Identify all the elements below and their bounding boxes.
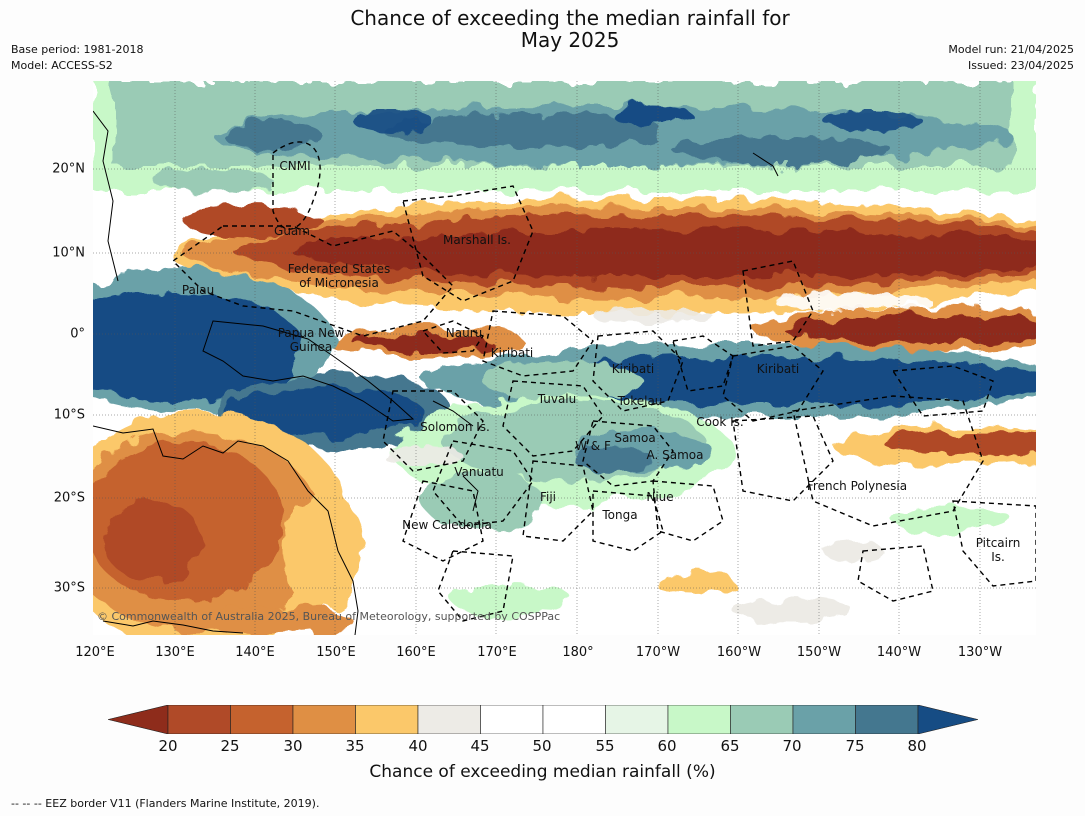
eez-legend-note: -- -- -- EEZ border V11 (Flanders Marine…: [11, 797, 320, 810]
region-label-tuvalu: Tuvalu: [537, 392, 577, 406]
copyright-notice: © Commonwealth of Australia 2025, Bureau…: [97, 610, 561, 623]
png-line-2: Guinea: [289, 340, 333, 354]
colorbar-label: Chance of exceeding median rainfall (%): [369, 762, 716, 782]
region-label-fsm: Federated States of Micronesia: [288, 262, 390, 290]
colorbar-segment: [605, 705, 669, 734]
lon-label: 160°E: [396, 645, 436, 660]
region-label-marshall-islands: Marshall Is.: [443, 233, 511, 247]
colorbar-tick: 65: [720, 737, 740, 755]
rainfall-map: CNMI Guam Marshall Is. Federated States …: [93, 81, 1036, 635]
pitcairn-line-2: Is.: [991, 550, 1005, 564]
colorbar-segment: [480, 705, 544, 734]
region-label-tonga: Tonga: [602, 508, 638, 522]
colorbar-tick: 45: [470, 737, 490, 755]
colorbar-extend-low: [108, 705, 169, 734]
pitcairn-line-1: Pitcairn: [975, 536, 1021, 550]
lon-label: 160°W: [716, 645, 762, 660]
lon-label: 150°E: [316, 645, 356, 660]
lon-label: 180°: [562, 645, 594, 660]
map-title: Chance of exceeding the median rainfall …: [0, 7, 1085, 51]
colorbar-tick: 25: [220, 737, 240, 755]
lat-label: 0°: [70, 326, 85, 342]
colorbar-extend-high: [917, 705, 978, 734]
region-label-american-samoa: A. Samoa: [646, 448, 704, 462]
region-label-guam: Guam: [274, 224, 310, 238]
region-label-solomon-islands: Solomon Is.: [420, 420, 490, 434]
colorbar-segment: [855, 705, 919, 734]
lon-label: 130°W: [957, 645, 1003, 660]
colorbar-tick: 40: [408, 737, 428, 755]
lon-label: 140°E: [235, 645, 275, 660]
region-label-vanuatu: Vanuatu: [454, 465, 504, 479]
region-label-french-polynesia: French Polynesia: [806, 479, 908, 493]
lon-label: 120°E: [75, 645, 115, 660]
region-label-wallis-futuna: W & F: [575, 439, 611, 453]
metadata-right: Model run: 21/04/2025 Issued: 23/04/2025: [948, 42, 1074, 74]
png-line-1: Papua New: [277, 326, 345, 340]
region-label-niue: Niue: [646, 490, 674, 504]
colorbar-tick: 80: [907, 737, 927, 755]
colorbar-tick: 55: [595, 737, 615, 755]
region-label-papua-new-guinea: Papua New Guinea: [278, 326, 345, 354]
colorbar-tick: 35: [345, 737, 365, 755]
issued-date: Issued: 23/04/2025: [967, 59, 1074, 72]
region-label-palau: Palau: [181, 283, 215, 297]
colorbar-segment: [542, 705, 606, 734]
lon-label: 170°W: [635, 645, 681, 660]
region-label-pitcairn: Pitcairn Is.: [976, 536, 1021, 564]
model-name: Model: ACCESS-S2: [11, 59, 113, 72]
colorbar-segment: [792, 705, 856, 734]
colorbar-tick: 75: [845, 737, 865, 755]
region-label-new-caledonia: New Caledonia: [402, 518, 492, 532]
fsm-line-2: of Micronesia: [299, 276, 379, 290]
fsm-line-1: Federated States: [287, 262, 391, 276]
region-label-samoa: Samoa: [614, 431, 656, 445]
colorbar-tick: 50: [532, 737, 552, 755]
region-label-kiribati-east: Kiribati: [756, 362, 800, 376]
lon-label: 130°E: [155, 645, 195, 660]
region-label-cook-islands: Cook Is.: [696, 415, 744, 429]
lon-label: 170°E: [477, 645, 517, 660]
model-run: Model run: 21/04/2025: [948, 43, 1074, 56]
colorbar-segment: [292, 705, 356, 734]
lat-label: 10°N: [52, 245, 85, 261]
lat-label: 20°S: [53, 490, 85, 506]
colorbar-segment: [730, 705, 794, 734]
lat-label: 20°N: [52, 161, 85, 177]
region-label-fiji: Fiji: [539, 490, 557, 504]
region-label-kiribati-west: Kiribati: [490, 346, 534, 360]
region-label-cnmi: CNMI: [279, 159, 311, 173]
region-label-tokelau: Tokelau: [617, 394, 663, 408]
colorbar-segment: [230, 705, 294, 734]
colorbar-tick: 30: [283, 737, 303, 755]
lat-label: 30°S: [53, 580, 85, 596]
title-line-1: Chance of exceeding the median rainfall …: [350, 6, 790, 30]
lat-label: 10°S: [53, 407, 85, 423]
base-period: Base period: 1981-2018: [11, 43, 144, 56]
lon-label: 150°W: [796, 645, 842, 660]
colorbar-segment: [417, 705, 481, 734]
colorbar-segment: [355, 705, 419, 734]
region-label-kiribati-central: Kiribati: [611, 362, 655, 376]
colorbar-tick: 60: [657, 737, 677, 755]
map-canvas: [93, 81, 1036, 635]
metadata-left: Base period: 1981-2018 Model: ACCESS-S2: [11, 42, 143, 74]
colorbar-segment: [667, 705, 731, 734]
title-line-2: May 2025: [520, 28, 620, 52]
colorbar: [108, 705, 978, 734]
lon-label: 140°W: [876, 645, 922, 660]
colorbar-tick: 70: [782, 737, 802, 755]
colorbar-segment: [167, 705, 231, 734]
region-label-nauru: Nauru: [445, 326, 483, 340]
colorbar-tick: 20: [158, 737, 178, 755]
